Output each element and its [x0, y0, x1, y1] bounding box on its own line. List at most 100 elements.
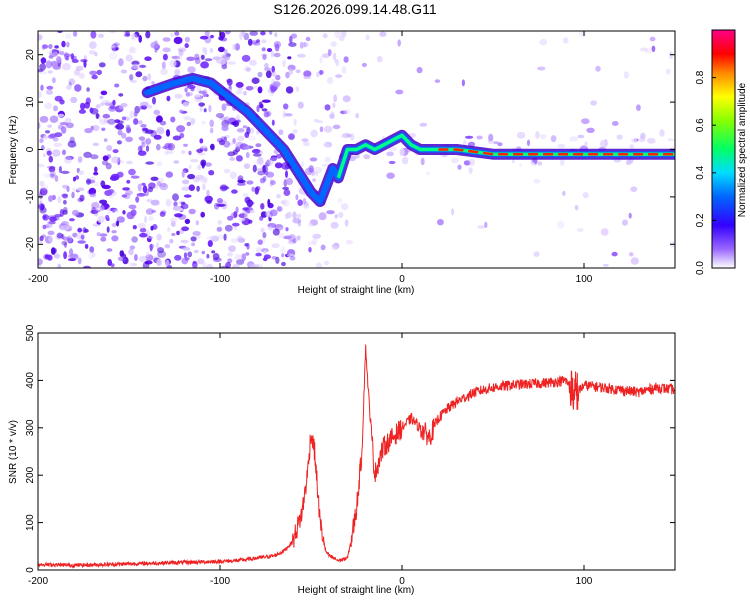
spectrogram-cell: [172, 205, 181, 211]
spectrogram-cell: [133, 118, 139, 125]
spectrogram-cell: [426, 171, 431, 176]
spectrogram-cell: [208, 104, 212, 113]
spectrogram-cell: [132, 225, 137, 230]
spectrogram-cell: [262, 54, 267, 60]
x-tick-label: -100: [210, 576, 230, 587]
spectrogram-cell: [386, 172, 395, 179]
spectrogram-cell: [48, 215, 56, 219]
spectrogram-cell: [283, 103, 289, 110]
spectrogram-cell: [379, 31, 387, 37]
spectrogram-cell: [261, 165, 268, 173]
spectrogram-cell: [114, 105, 124, 113]
spectrogram-cell: [200, 145, 208, 151]
spectrogram-cell: [39, 180, 45, 187]
spectrogram-cell: [210, 143, 215, 150]
spectrogram-cell: [72, 187, 76, 194]
spectrogram-cell: [117, 129, 123, 136]
spectrogram-cell: [540, 133, 547, 140]
spectrogram-cell: [330, 111, 335, 116]
spectrogram-cell: [266, 48, 273, 52]
spectrogram-cell: [103, 138, 108, 142]
spectrogram-cell: [94, 52, 98, 57]
spectrogram-cell: [39, 115, 49, 123]
spectrogram-cell: [61, 240, 68, 246]
spectrogram-cell: [48, 166, 56, 173]
x-axis-label-top: Height of straight line (km): [298, 285, 415, 296]
spectrogram-cell: [165, 143, 171, 149]
spectrogram-cell: [156, 143, 161, 151]
spectrogram-cell: [46, 85, 54, 90]
spectrogram-cell: [108, 105, 117, 112]
spectrogram-cell: [70, 53, 75, 60]
spectrogram-cell: [468, 158, 475, 167]
spectrogram-cell: [130, 175, 140, 179]
spectrogram-cell: [243, 65, 251, 72]
spectrogram-cell: [207, 240, 213, 247]
spectrogram-cell: [105, 162, 112, 170]
spectrogram-cell: [38, 91, 42, 98]
spectrogram-cell: [339, 35, 345, 42]
spectrogram-cell: [187, 173, 196, 180]
spectrogram-cell: [153, 109, 161, 115]
spectrogram-cell: [282, 110, 286, 119]
spectrogram-cell: [145, 138, 152, 145]
spectrogram-cell: [194, 94, 201, 98]
spectrogram-cell: [51, 52, 59, 57]
spectrogram-cell: [239, 32, 243, 41]
spectrogram-cell: [557, 143, 566, 149]
spectrogram-cell: [295, 86, 300, 92]
spectrogram-cell: [125, 160, 133, 165]
spectrogram-cell: [188, 150, 192, 156]
spectrogram-cell: [206, 253, 210, 259]
y-tick-label: 400: [25, 372, 36, 389]
spectrogram-cell: [539, 39, 548, 46]
spectrogram-cell: [595, 65, 601, 72]
colorbar: 0.0 0.2 0.4 0.6 0.8: [695, 29, 736, 275]
spectrogram-cell: [197, 258, 205, 265]
y-tick-label: 0: [25, 567, 36, 573]
spectrogram-cell: [275, 153, 282, 159]
spectrogram-cell: [574, 205, 579, 211]
spectrogram-cell: [47, 220, 55, 225]
spectrogram-cell: [296, 235, 301, 241]
spectrogram-cell: [379, 31, 387, 37]
spectrogram-cell: [219, 31, 226, 39]
colorbar-tick-label: 0.2: [695, 213, 706, 227]
spectrogram-cell: [290, 33, 298, 39]
spectrogram-cell: [224, 224, 233, 232]
spectrogram-cell: [147, 73, 152, 81]
spectrogram-cell: [271, 71, 277, 77]
spectrogram-cell: [129, 46, 135, 53]
spectrogram-cell: [210, 235, 220, 242]
spectrogram-cell: [200, 211, 205, 218]
spectrogram-cell: [537, 161, 543, 166]
spectrogram-cell: [86, 87, 90, 92]
spectrogram-cell: [111, 156, 120, 164]
spectrogram-cell: [72, 209, 79, 216]
spectrogram-cell: [120, 69, 128, 74]
spectrogram-cell: [107, 207, 111, 214]
spectrogram-cell: [267, 198, 271, 207]
x-tick-label: -100: [210, 274, 230, 285]
spectrogram-cell: [122, 187, 130, 191]
spectrogram-cell: [181, 150, 186, 154]
spectrogram-cell: [209, 127, 214, 134]
spectrogram-cell: [477, 225, 486, 229]
spectrogram-cell: [155, 115, 163, 123]
spectrogram-cell: [64, 242, 67, 249]
snr-panel: -200 -100 0 100 0 100 200 300 400 500: [25, 324, 676, 587]
spectrogram-cell: [182, 101, 190, 107]
spectrogram-cell: [99, 205, 105, 211]
spectrogram-cell: [61, 193, 68, 198]
spectrogram-cell: [241, 31, 246, 37]
spectrogram-cell: [276, 194, 281, 199]
spectrogram-cell: [52, 137, 59, 142]
spectrogram-cell: [94, 166, 98, 173]
spectrogram-cell: [476, 135, 483, 140]
spectrogram-cell: [206, 263, 213, 268]
spectrogram-cell: [581, 118, 590, 125]
spectrogram-cell: [216, 198, 223, 204]
spectrogram-cell: [209, 119, 214, 128]
spectrogram-cell: [251, 148, 261, 154]
spectrogram-cell: [629, 144, 635, 149]
